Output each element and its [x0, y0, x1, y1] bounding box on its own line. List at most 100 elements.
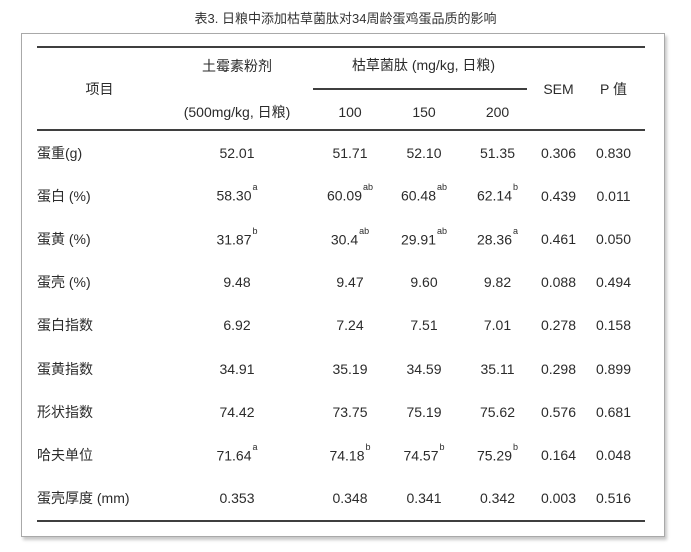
cell-control-value: 31.87b: [216, 225, 258, 248]
cell-sem-value: 0.088: [540, 274, 577, 291]
cell-level-150-value: 9.60: [410, 274, 438, 291]
cell-level-150-value: 29.91ab: [400, 225, 448, 248]
cell-level-150-value: 60.48ab: [400, 182, 448, 205]
header-treatment-group: 枯草菌肽 (mg/kg, 日粮) 100 150 200: [312, 48, 535, 129]
cell-level-100-value: 60.09ab: [326, 182, 374, 205]
cell-pvalue: 0.899: [595, 360, 632, 377]
table-top-rule: [37, 46, 645, 48]
cell-control-value: 34.91: [219, 360, 255, 377]
table-row: 形状指数 74.42 73.75 75.19 75.62 0.576 0.681: [37, 390, 645, 433]
data-table: 项目 土霉素粉剂 (500mg/kg, 日粮) 枯草菌肽 (mg/kg, 日粮)…: [37, 46, 645, 522]
cell-level-100-value: 73.75: [332, 403, 368, 420]
cell-sem-value: 0.298: [540, 360, 577, 377]
header-pvalue-column: P 值: [600, 80, 627, 97]
significance-superscript: b: [439, 441, 445, 452]
cell-pvalue: 0.158: [595, 317, 632, 334]
cell-level-200-value: 0.342: [479, 490, 516, 507]
cell-control-value: 52.01: [219, 144, 255, 161]
row-label: 蛋白指数: [37, 317, 93, 334]
cell-level-200-value: 9.82: [483, 274, 512, 291]
significance-superscript: a: [252, 182, 258, 193]
cell-control-value: 0.353: [219, 490, 255, 507]
cell-control-value: 74.42: [219, 403, 255, 420]
row-label: 哈夫单位: [37, 446, 93, 463]
cell-control-value: 9.48: [223, 274, 251, 291]
table-row: 蛋白指数 6.92 7.24 7.51 7.01 0.278 0.158: [37, 304, 645, 347]
cell-level-200-value: 75.29b: [476, 441, 519, 464]
table-row: 蛋壳 (%) 9.48 9.47 9.60 9.82 0.088 0.494: [37, 261, 645, 304]
cell-level-200-value: 35.11: [480, 360, 515, 377]
table-header: 项目 土霉素粉剂 (500mg/kg, 日粮) 枯草菌肽 (mg/kg, 日粮)…: [37, 48, 645, 129]
cell-sem-value: 0.164: [540, 446, 577, 463]
table-row: 蛋壳厚度 (mm) 0.353 0.348 0.341 0.342 0.003 …: [37, 477, 645, 520]
header-treatment-title: 枯草菌肽 (mg/kg, 日粮): [351, 57, 496, 73]
row-label: 蛋黄 (%): [37, 230, 91, 247]
table-row: 蛋白 (%) 58.30a 60.09ab 60.48ab 62.14b 0.4…: [37, 174, 645, 217]
cell-pvalue: 0.830: [595, 144, 632, 161]
cell-control-value: 6.92: [223, 317, 251, 334]
table-bottom-rule: [37, 519, 645, 522]
table-title: 表3. 日粮中添加枯草菌肽对34周龄蛋鸡蛋品质的影响: [194, 11, 497, 26]
treatment-level-row: 100 150 200: [312, 90, 535, 129]
cell-sem-value: 0.439: [540, 187, 577, 204]
row-label: 蛋重(g): [37, 144, 83, 161]
table-panel: 项目 土霉素粉剂 (500mg/kg, 日粮) 枯草菌肽 (mg/kg, 日粮)…: [21, 33, 665, 537]
significance-superscript: ab: [437, 225, 448, 236]
cell-level-200-value: 51.35: [479, 144, 516, 161]
table-row: 蛋重(g) 52.01 51.71 52.10 51.35 0.306 0.83…: [37, 131, 645, 174]
cell-level-100-value: 9.47: [336, 274, 364, 291]
cell-sem-value: 0.278: [540, 317, 577, 334]
cell-pvalue: 0.494: [595, 274, 632, 291]
header-sem-column: SEM: [543, 80, 574, 97]
header-control-line1: 土霉素粉剂: [202, 58, 272, 74]
cell-level-150-value: 34.59: [406, 360, 442, 377]
header-item-column: 项目: [85, 80, 114, 97]
cell-pvalue: 0.516: [595, 490, 632, 507]
cell-pvalue: 0.681: [595, 403, 632, 420]
header-control-line2: (500mg/kg, 日粮): [183, 104, 291, 120]
significance-superscript: a: [252, 441, 258, 452]
significance-superscript: ab: [363, 182, 374, 193]
significance-superscript: b: [365, 441, 371, 452]
cell-control-value: 71.64a: [216, 441, 258, 464]
treatment-underline-rule: [313, 88, 527, 90]
cell-level-150-value: 52.10: [406, 144, 442, 161]
cell-level-200-value: 75.62: [479, 403, 516, 420]
cell-level-150-value: 75.19: [406, 403, 442, 420]
row-label: 形状指数: [37, 403, 93, 420]
row-label: 蛋白 (%): [37, 187, 91, 204]
header-level-150: 150: [412, 103, 436, 120]
cell-level-200-value: 62.14b: [476, 182, 519, 205]
cell-level-150-value: 0.341: [406, 490, 442, 507]
significance-superscript: b: [513, 441, 519, 452]
cell-level-100-value: 51.71: [332, 144, 368, 161]
cell-level-100-value: 74.18b: [329, 441, 371, 464]
row-label: 蛋黄指数: [37, 360, 93, 377]
header-level-200: 200: [485, 103, 510, 120]
cell-level-100-value: 7.24: [336, 317, 364, 334]
table-row: 蛋黄指数 34.91 35.19 34.59 35.11 0.298 0.899: [37, 347, 645, 390]
significance-superscript: b: [252, 225, 258, 236]
header-bottom-rule: [37, 129, 645, 131]
table-body: 蛋重(g) 52.01 51.71 52.10 51.35 0.306 0.83…: [37, 131, 645, 520]
cell-level-200-value: 28.36a: [476, 225, 519, 248]
cell-level-150-value: 74.57b: [403, 441, 445, 464]
significance-superscript: ab: [359, 225, 370, 236]
cell-level-200-value: 7.01: [483, 317, 512, 334]
cell-sem-value: 0.576: [540, 403, 577, 420]
cell-sem-value: 0.003: [540, 490, 577, 507]
header-level-100: 100: [338, 103, 362, 120]
header-control-column: 土霉素粉剂 (500mg/kg, 日粮): [162, 48, 312, 129]
table-row: 蛋黄 (%) 31.87b 30.4ab 29.91ab 28.36a 0.46…: [37, 217, 645, 260]
cell-sem-value: 0.461: [540, 230, 577, 247]
cell-pvalue: 0.011: [596, 187, 631, 204]
cell-pvalue: 0.048: [595, 446, 632, 463]
significance-superscript: a: [513, 225, 519, 236]
cell-level-100-value: 35.19: [332, 360, 368, 377]
table-row: 哈夫单位 71.64a 74.18b 74.57b 75.29b 0.164 0…: [37, 433, 645, 476]
row-label: 蛋壳厚度 (mm): [37, 490, 130, 507]
cell-pvalue: 0.050: [595, 230, 632, 247]
cell-sem-value: 0.306: [540, 144, 577, 161]
cell-level-100-value: 30.4ab: [330, 225, 370, 248]
cell-level-150-value: 7.51: [410, 317, 438, 334]
